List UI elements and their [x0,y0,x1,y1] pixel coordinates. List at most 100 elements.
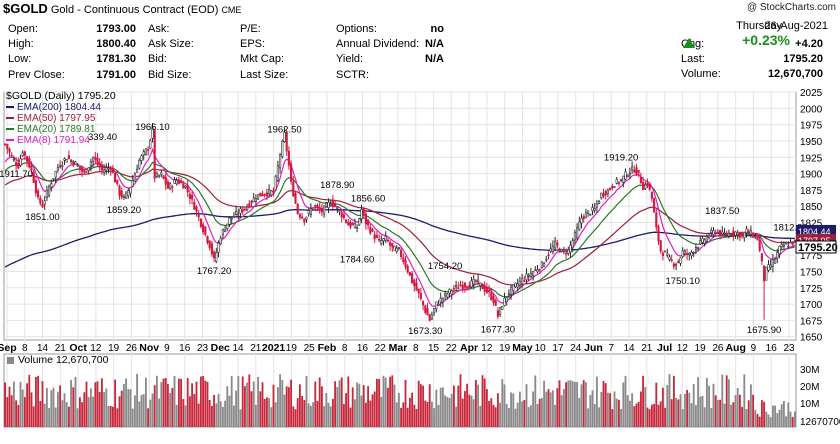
volume-bar [428,384,431,427]
quote-value: 1795.20 [783,53,823,66]
y-tick-label: 1850 [800,202,823,213]
candle-body [419,292,422,299]
volume-bar [241,376,244,427]
candle-body [131,180,134,187]
candle-body [560,249,563,252]
candle-body [34,180,37,194]
legend-price: $GOLD (Daily) 1795.20 [6,90,116,102]
volume-bar [422,385,425,427]
volume-bar [424,400,427,427]
volume-bar [54,407,57,427]
volume-bar [345,393,348,427]
candle-body [52,178,55,180]
volume-bar [208,400,211,427]
volume-bar [749,384,752,427]
volume-bar [26,383,29,427]
candle-body [716,231,719,234]
volume-bar [351,387,354,427]
candle-body [369,226,372,234]
quote-row: Low: 1781.30 [8,52,136,67]
candle-body [778,245,781,255]
volume-bar [296,398,299,427]
volume-bar [617,399,620,427]
volume-bar [536,403,539,427]
volume-bar [593,404,596,427]
candle-body [276,165,279,181]
candle-body [30,165,33,170]
candle-body [408,271,411,276]
candle-body [426,308,429,316]
quote-label: Yield: [336,53,364,66]
volume-bar [411,392,414,427]
volume-bar [758,416,761,427]
x-tick-label: Mar [389,342,408,354]
price-tag [796,224,836,237]
candle-body [356,227,359,229]
candle-body [472,278,475,285]
candle-body [142,151,145,156]
volume-bar [142,394,145,427]
volume-bar [37,375,40,427]
candle-body [67,155,70,159]
volume-bar [378,379,381,427]
candle-body [545,258,548,261]
candle-body [56,167,59,171]
volume-bar [279,374,282,427]
quote-label: SCTR: [336,68,369,81]
volume-bar [600,391,603,427]
candle-body [723,232,726,235]
candle-body [452,287,455,290]
candle-body [294,193,297,204]
candle-body [670,259,673,261]
volume-bar [406,407,409,427]
volume-bar [356,382,359,427]
volume-bar [272,384,275,427]
quote-value: no [430,23,444,35]
volume-bar [446,396,449,427]
candle-body [521,278,524,285]
x-tick-label: 21 [250,343,262,354]
candle-body [391,242,394,248]
candle-body [549,248,552,252]
x-tick-label: 9 [164,343,170,354]
volume-bar [408,397,411,427]
price-annotation: 1673.30 [408,326,442,337]
candle-body [208,240,211,249]
candle-body [532,271,535,277]
price-annotation: 1812.20 [773,222,807,233]
candle-body [393,245,396,251]
candle-body [105,167,108,171]
volume-bar [166,383,169,427]
x-tick-label: Jun [584,342,603,354]
candle-body [765,266,768,281]
up-arrow-icon [683,38,695,48]
volume-bar [120,390,123,427]
volume-bar [239,409,242,427]
volume-bar [598,407,601,427]
candle-body [688,252,691,256]
volume-bar [136,373,139,427]
volume-bar [719,399,722,427]
candle-body [265,192,268,197]
volume-bar [470,395,473,427]
quote-value: N/A [425,53,444,66]
volume-bar [175,404,178,427]
candle-body [195,206,198,212]
quote-label: EPS: [240,38,266,51]
candle-body [518,280,521,286]
quote-label: Volume: [681,68,721,81]
volume-bar [532,391,535,427]
volume-bar [12,381,15,427]
volume-bar [668,374,671,427]
candle-body [551,245,554,252]
volume-bar [705,377,708,427]
volume-bar [111,406,114,427]
x-tick-label: 24 [570,343,582,354]
y-tick-label: 2025 [800,88,823,99]
volume-bar [639,391,642,427]
volume-bar [261,382,264,427]
candle-body [92,156,95,163]
exchange: CME [221,5,242,15]
x-tick-label: 25 [304,343,316,354]
